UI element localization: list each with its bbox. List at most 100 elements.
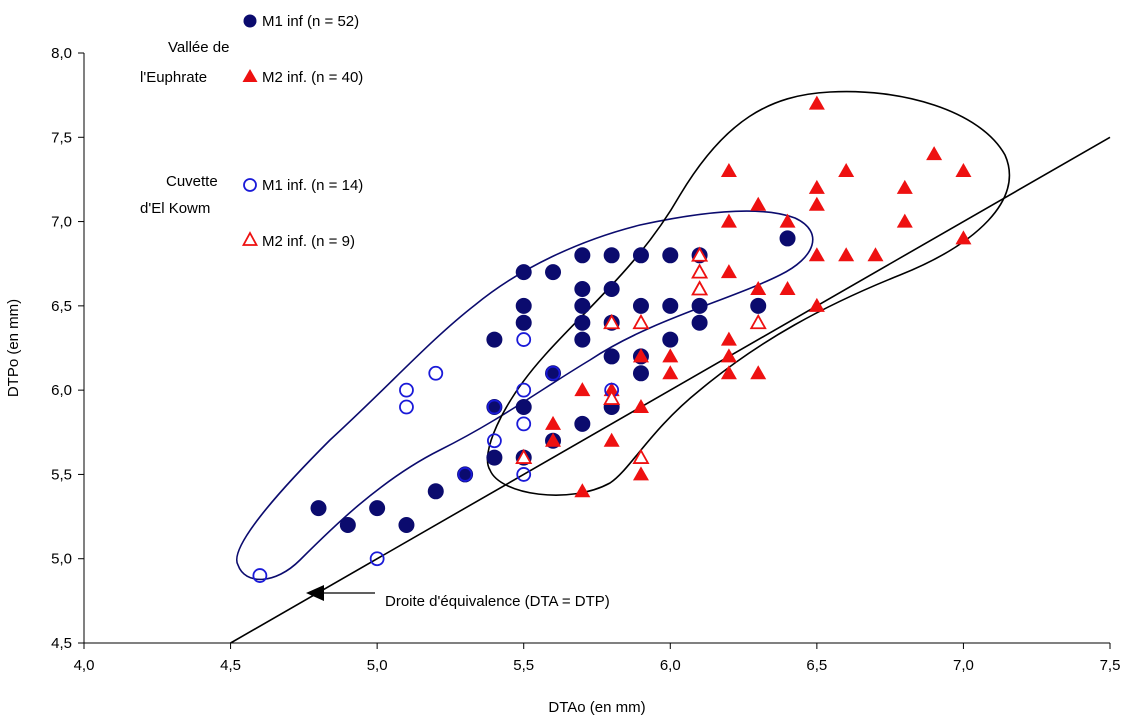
data-point xyxy=(779,281,796,295)
x-axis-label: DTAo (en mm) xyxy=(548,699,645,716)
data-point xyxy=(779,230,796,247)
data-point xyxy=(574,483,591,498)
series-2 xyxy=(252,332,620,583)
data-point xyxy=(486,399,502,415)
y-tick-label: 8,0 xyxy=(51,45,72,62)
data-point xyxy=(749,313,767,330)
x-ticks: 4,0 4,5 5,0 5,5 6,0 6,5 7,0 7,5 xyxy=(74,643,1121,674)
legend-m2-elkowm-marker xyxy=(241,231,259,246)
envelopes xyxy=(235,90,1011,581)
group-label-elkowm-line2: d'El Kowm xyxy=(140,200,210,217)
legend-m1-elkowm-marker xyxy=(243,178,257,192)
data-point xyxy=(691,263,709,279)
data-point xyxy=(516,467,532,482)
legend-m2-elkowm-label: M2 inf. (n = 9) xyxy=(262,233,355,250)
x-tick-label: 4,0 xyxy=(74,657,95,674)
data-point xyxy=(398,517,415,533)
data-point xyxy=(545,365,561,381)
data-point xyxy=(603,313,621,330)
data-point xyxy=(515,448,533,464)
y-tick-label: 6,0 xyxy=(51,382,72,399)
data-point xyxy=(720,264,737,279)
data-point xyxy=(515,264,532,281)
data-point xyxy=(574,281,591,297)
x-tick-label: 5,0 xyxy=(367,657,388,674)
data-point xyxy=(369,500,386,517)
series-3 xyxy=(515,246,767,464)
equivalence-annotation: Droite d'équivalence (DTA = DTP) xyxy=(306,585,610,610)
data-point xyxy=(779,213,796,228)
x-tick-label: 7,5 xyxy=(1100,657,1121,674)
data-point xyxy=(369,551,385,567)
data-point xyxy=(896,213,913,228)
data-point xyxy=(603,348,620,365)
data-point xyxy=(310,500,327,517)
legend: Vallée de l'Euphrate Cuvette d'El Kowm M… xyxy=(140,13,363,250)
legend-m1-elkowm-label: M1 inf. (n = 14) xyxy=(262,177,363,194)
data-point xyxy=(516,332,532,347)
equivalence-line xyxy=(230,136,1111,644)
data-point xyxy=(720,163,737,177)
data-point xyxy=(662,348,679,363)
data-point xyxy=(574,314,591,331)
data-point xyxy=(428,365,444,381)
legend-m2-euphrate-label: M2 inf. (n = 40) xyxy=(262,69,363,86)
data-point xyxy=(399,382,414,398)
y-axis-label: DTPo (en mm) xyxy=(5,299,22,397)
data-point xyxy=(574,415,591,432)
data-point xyxy=(838,163,855,177)
data-point xyxy=(632,466,649,481)
data-point xyxy=(603,281,620,297)
data-point xyxy=(603,389,621,405)
data-point xyxy=(691,246,709,262)
data-point xyxy=(926,146,943,161)
data-point xyxy=(662,247,679,264)
data-point xyxy=(632,313,650,330)
data-point xyxy=(632,348,649,363)
data-point xyxy=(603,247,620,264)
legend-m1-euphrate-marker xyxy=(243,14,257,28)
x-tick-label: 5,5 xyxy=(513,657,534,674)
data-point xyxy=(662,365,679,380)
data-point xyxy=(574,247,591,264)
x-tick-label: 6,5 xyxy=(806,657,827,674)
data-point xyxy=(486,433,502,449)
legend-m1-euphrate-label: M1 inf (n = 52) xyxy=(262,13,359,30)
data-point xyxy=(720,365,737,380)
m1-envelope xyxy=(235,210,814,581)
y-tick-label: 6,5 xyxy=(51,298,72,315)
data-point xyxy=(955,163,972,177)
data-point xyxy=(515,314,532,331)
x-tick-label: 7,0 xyxy=(953,657,974,674)
data-point xyxy=(808,297,825,312)
data-point xyxy=(808,179,825,194)
group-label-elkowm-line1: Cuvette xyxy=(166,173,218,190)
x-tick-label: 4,5 xyxy=(220,657,241,674)
annotation-arrow-head xyxy=(306,585,324,601)
data-point xyxy=(486,331,503,348)
data-point xyxy=(720,348,737,363)
legend-m2-euphrate-marker xyxy=(242,69,258,82)
data-point xyxy=(720,213,737,228)
data-point xyxy=(808,196,825,211)
data-point xyxy=(720,331,737,346)
m2-envelope xyxy=(486,90,1011,496)
data-point xyxy=(486,449,503,466)
y-ticks: 4,5 5,0 5,5 6,0 6,5 7,0 7,5 8,0 xyxy=(51,45,84,652)
group-label-euphrate-line1: Vallée de xyxy=(168,39,229,56)
data-point xyxy=(867,247,884,262)
annotation-text: Droite d'équivalence (DTA = DTP) xyxy=(385,593,610,610)
data-point xyxy=(662,331,679,348)
y-tick-label: 7,5 xyxy=(51,129,72,146)
data-point xyxy=(750,196,767,211)
data-point xyxy=(427,483,444,500)
data-point xyxy=(574,331,591,348)
data-point xyxy=(603,382,620,397)
data-point xyxy=(339,517,356,533)
data-point xyxy=(632,247,649,264)
data-point xyxy=(399,399,414,415)
data-point xyxy=(515,297,532,314)
data-point xyxy=(516,382,532,398)
data-point xyxy=(574,297,591,314)
data-point xyxy=(515,399,532,415)
